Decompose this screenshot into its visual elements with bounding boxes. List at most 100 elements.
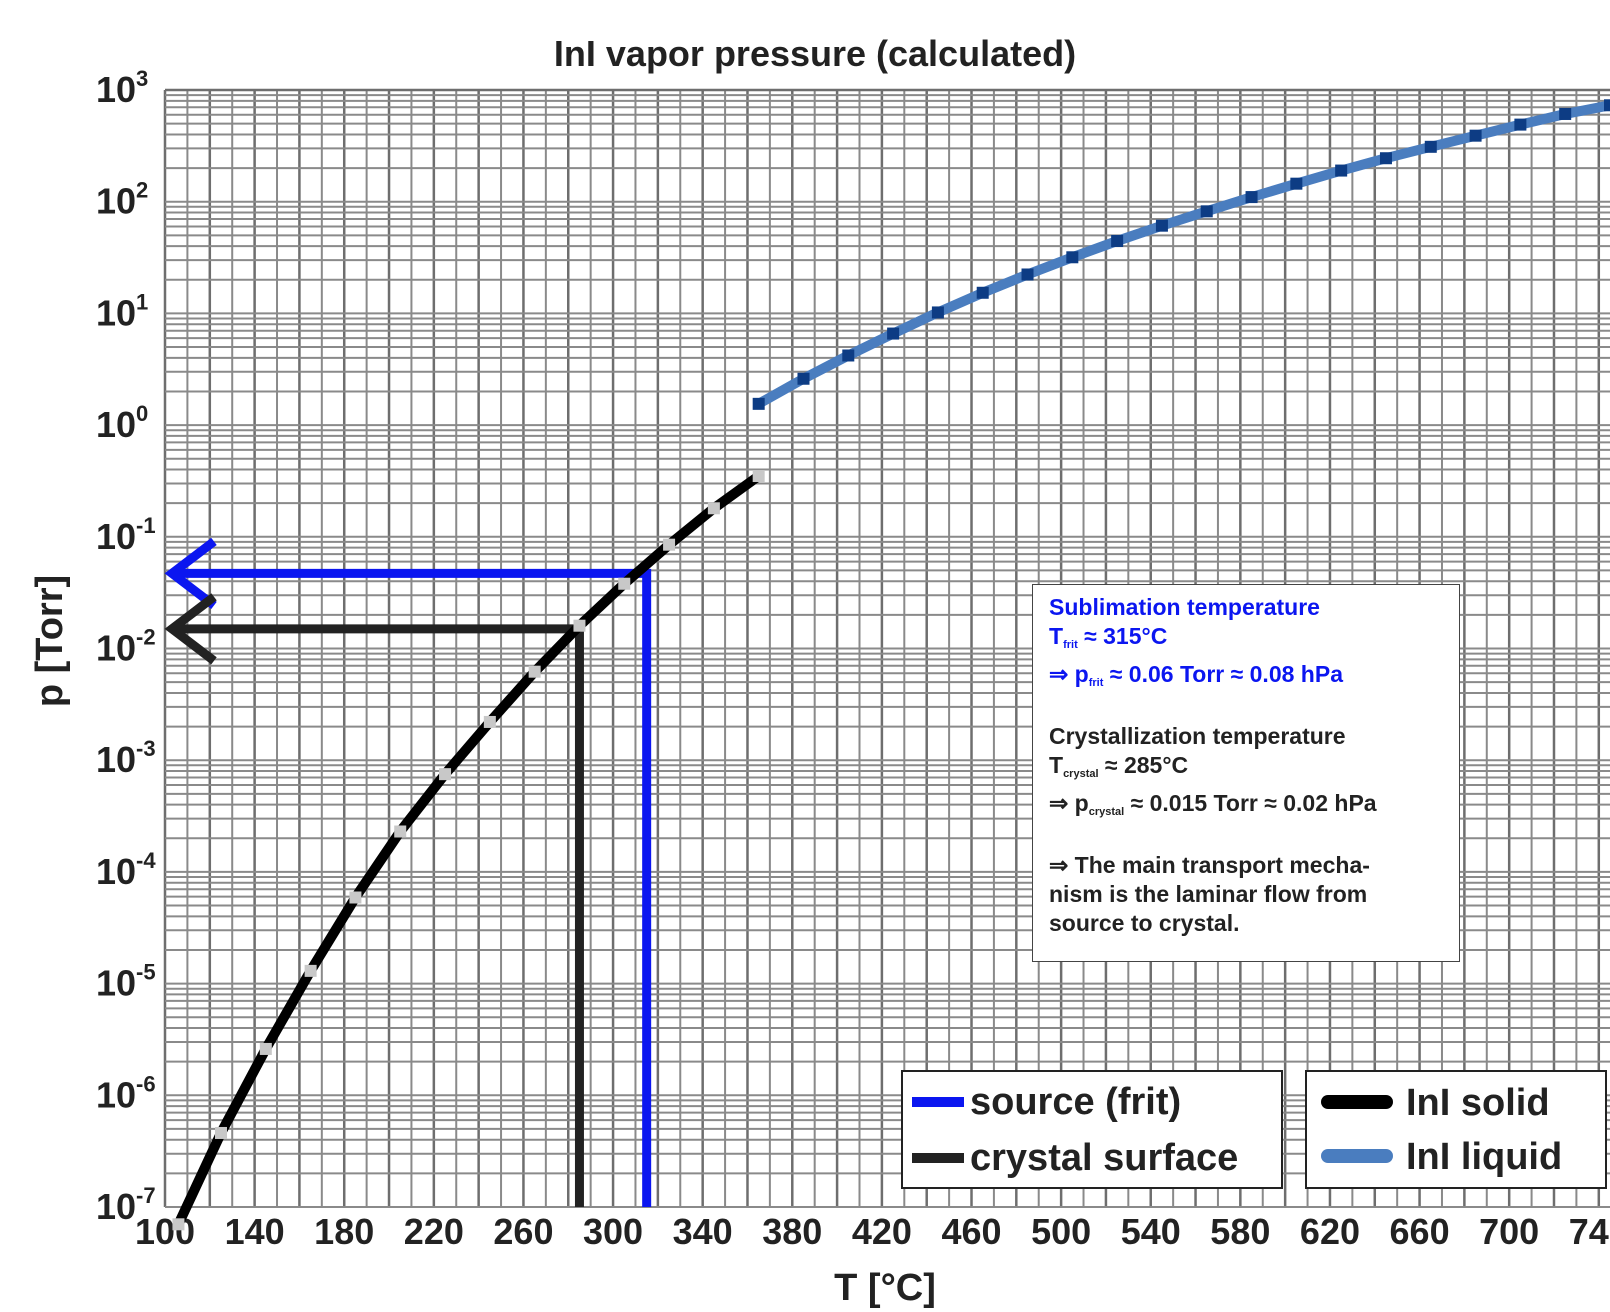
guide-arrowhead: [164, 537, 217, 610]
x-tick-label: 500: [1031, 1211, 1091, 1252]
note-text: ≈ 285°C: [1098, 752, 1189, 778]
series-point: [663, 538, 676, 551]
x-tick-label: 300: [583, 1211, 643, 1252]
series-point: [349, 891, 362, 904]
series-point: [1021, 268, 1034, 281]
guide-arrowhead: [164, 593, 217, 665]
series-point: [1200, 205, 1213, 218]
series-point: [797, 372, 810, 385]
x-tick-label: 700: [1479, 1211, 1539, 1252]
series-point: [1111, 234, 1124, 247]
legend-label: crystal surface: [970, 1137, 1238, 1179]
y-tick-label: 10-6: [96, 1071, 156, 1115]
series-point: [752, 397, 765, 410]
guide-line: [172, 568, 652, 1207]
y-tick-label: 10-3: [96, 736, 156, 780]
series-point: [573, 619, 586, 632]
note-line: ⇒ pcrystal ≈ 0.015 Torr ≈ 0.02 hPa: [1049, 789, 1459, 827]
legend-box: [1305, 1070, 1607, 1189]
series-point: [1245, 191, 1258, 204]
x-tick-label: 460: [941, 1211, 1001, 1252]
series-point: [1604, 99, 1610, 112]
series-point: [707, 502, 720, 515]
series-point: [1469, 129, 1482, 142]
series-point: [931, 306, 944, 319]
series-point: [1155, 219, 1168, 232]
y-axis-label: p [Torr]: [29, 575, 71, 707]
legend-box: [901, 1070, 1283, 1189]
note-line: ⇒ pfrit ≈ 0.06 Torr ≈ 0.08 hPa: [1049, 660, 1459, 698]
series-line: [756, 100, 1610, 409]
annotation-note: Sublimation temperature Tfrit ≈ 315°C ⇒ …: [1032, 584, 1460, 962]
x-tick-label: 260: [493, 1211, 553, 1252]
y-tick-label: 101: [96, 289, 148, 333]
chart-title: InI vapor pressure (calculated): [554, 33, 1076, 74]
note-subscript: crystal: [1088, 806, 1125, 818]
note-line: ⇒ The main transport mecha-: [1049, 852, 1370, 878]
series-point: [1559, 107, 1572, 120]
x-tick-labels: 100 140 180 220 260 300 340 380 420 460 500 540 580 6…: [135, 1211, 1610, 1252]
y-tick-label: 10-7: [96, 1183, 156, 1227]
note-text: ≈ 315°C: [1077, 623, 1168, 649]
note-text: ⇒ p: [1049, 661, 1089, 687]
legend-label: InI solid: [1406, 1082, 1550, 1124]
y-tick-label: 10-5: [96, 960, 156, 1004]
note-line: Sublimation temperature: [1049, 594, 1320, 620]
series-point: [1424, 140, 1437, 153]
x-tick-label: 740: [1569, 1211, 1610, 1252]
x-axis-label: T [°C]: [834, 1267, 936, 1309]
series-point: [215, 1126, 228, 1139]
y-tick-label: 103: [96, 66, 148, 110]
series-point: [887, 327, 900, 340]
series-point: [439, 768, 452, 781]
x-tick-label: 340: [673, 1211, 733, 1252]
note-text: T: [1049, 752, 1064, 778]
legend-label: source (frit): [970, 1081, 1181, 1123]
series-point: [1379, 152, 1392, 165]
y-tick-label: 10-4: [96, 848, 156, 892]
series-line: [173, 471, 762, 1227]
series-point: [1514, 118, 1527, 131]
note-line: Crystallization temperature: [1049, 723, 1346, 749]
x-tick-label: 380: [762, 1211, 822, 1252]
x-tick-label: 420: [852, 1211, 912, 1252]
legend-label: InI liquid: [1406, 1136, 1562, 1178]
legends: source (frit) crystal surface InI solid InI…: [901, 1070, 1607, 1189]
note-line: nism is the laminar flow from: [1049, 881, 1368, 907]
series-point: [172, 1218, 185, 1231]
series-point: [752, 470, 765, 483]
note-subscript: frit: [1088, 677, 1104, 689]
note-subscript: frit: [1063, 639, 1078, 651]
series-layer: [172, 99, 1610, 1231]
series-point: [1290, 177, 1303, 190]
series-point: [1335, 164, 1348, 177]
note-text: T: [1049, 623, 1064, 649]
note-subscript: crystal: [1063, 768, 1099, 780]
y-tick-labels: 103 102 101 100 10-1 10-2 10-3 10-4 10-5 10-6 10-7: [96, 66, 156, 1227]
note-line: source to crystal.: [1049, 910, 1240, 936]
note-text: ≈ 0.06 Torr ≈ 0.08 hPa: [1103, 661, 1343, 687]
note-line: Tfrit ≈ 315°C: [1049, 622, 1459, 660]
x-tick-label: 140: [225, 1211, 285, 1252]
x-tick-label: 540: [1121, 1211, 1181, 1252]
y-tick-label: 100: [96, 401, 148, 445]
series-point: [259, 1042, 272, 1055]
series-point: [528, 665, 541, 678]
x-tick-label: 180: [314, 1211, 374, 1252]
series-point: [842, 349, 855, 362]
series-point: [394, 825, 407, 838]
y-tick-label: 102: [96, 178, 148, 222]
note-text: ⇒ p: [1049, 790, 1089, 816]
y-tick-label: 10-2: [96, 625, 156, 669]
y-tick-label: 10-1: [96, 513, 156, 557]
x-tick-label: 580: [1210, 1211, 1270, 1252]
series-point: [976, 286, 989, 299]
x-tick-label: 660: [1390, 1211, 1450, 1252]
series-point: [483, 715, 496, 728]
x-tick-label: 220: [404, 1211, 464, 1252]
series-point: [1066, 251, 1079, 264]
series-point: [304, 964, 317, 977]
note-line: Tcrystal ≈ 285°C: [1049, 751, 1459, 789]
x-tick-label: 620: [1300, 1211, 1360, 1252]
series-point: [618, 577, 631, 590]
